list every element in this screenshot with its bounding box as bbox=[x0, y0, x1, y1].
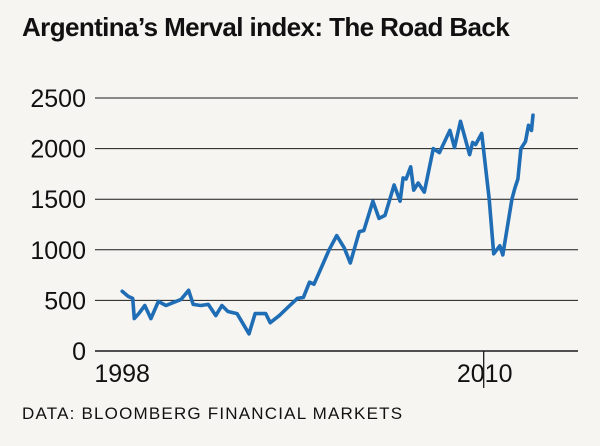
y-tick-label: 0 bbox=[72, 338, 86, 366]
source-note: DATA: BLOOMBERG FINANCIAL MARKETS bbox=[22, 404, 404, 423]
x-tick-label: 2010 bbox=[457, 360, 513, 388]
merval-index-line bbox=[120, 113, 535, 336]
x-tick-label: 1998 bbox=[94, 360, 150, 388]
chart-title: Argentina’s Merval index: The Road Back bbox=[22, 12, 510, 42]
y-tick-label: 1500 bbox=[30, 186, 86, 214]
y-tick-label: 500 bbox=[44, 287, 86, 315]
y-tick-label: 2000 bbox=[30, 136, 86, 164]
y-tick-label: 1000 bbox=[30, 237, 86, 265]
y-tick-label: 2500 bbox=[30, 85, 86, 113]
